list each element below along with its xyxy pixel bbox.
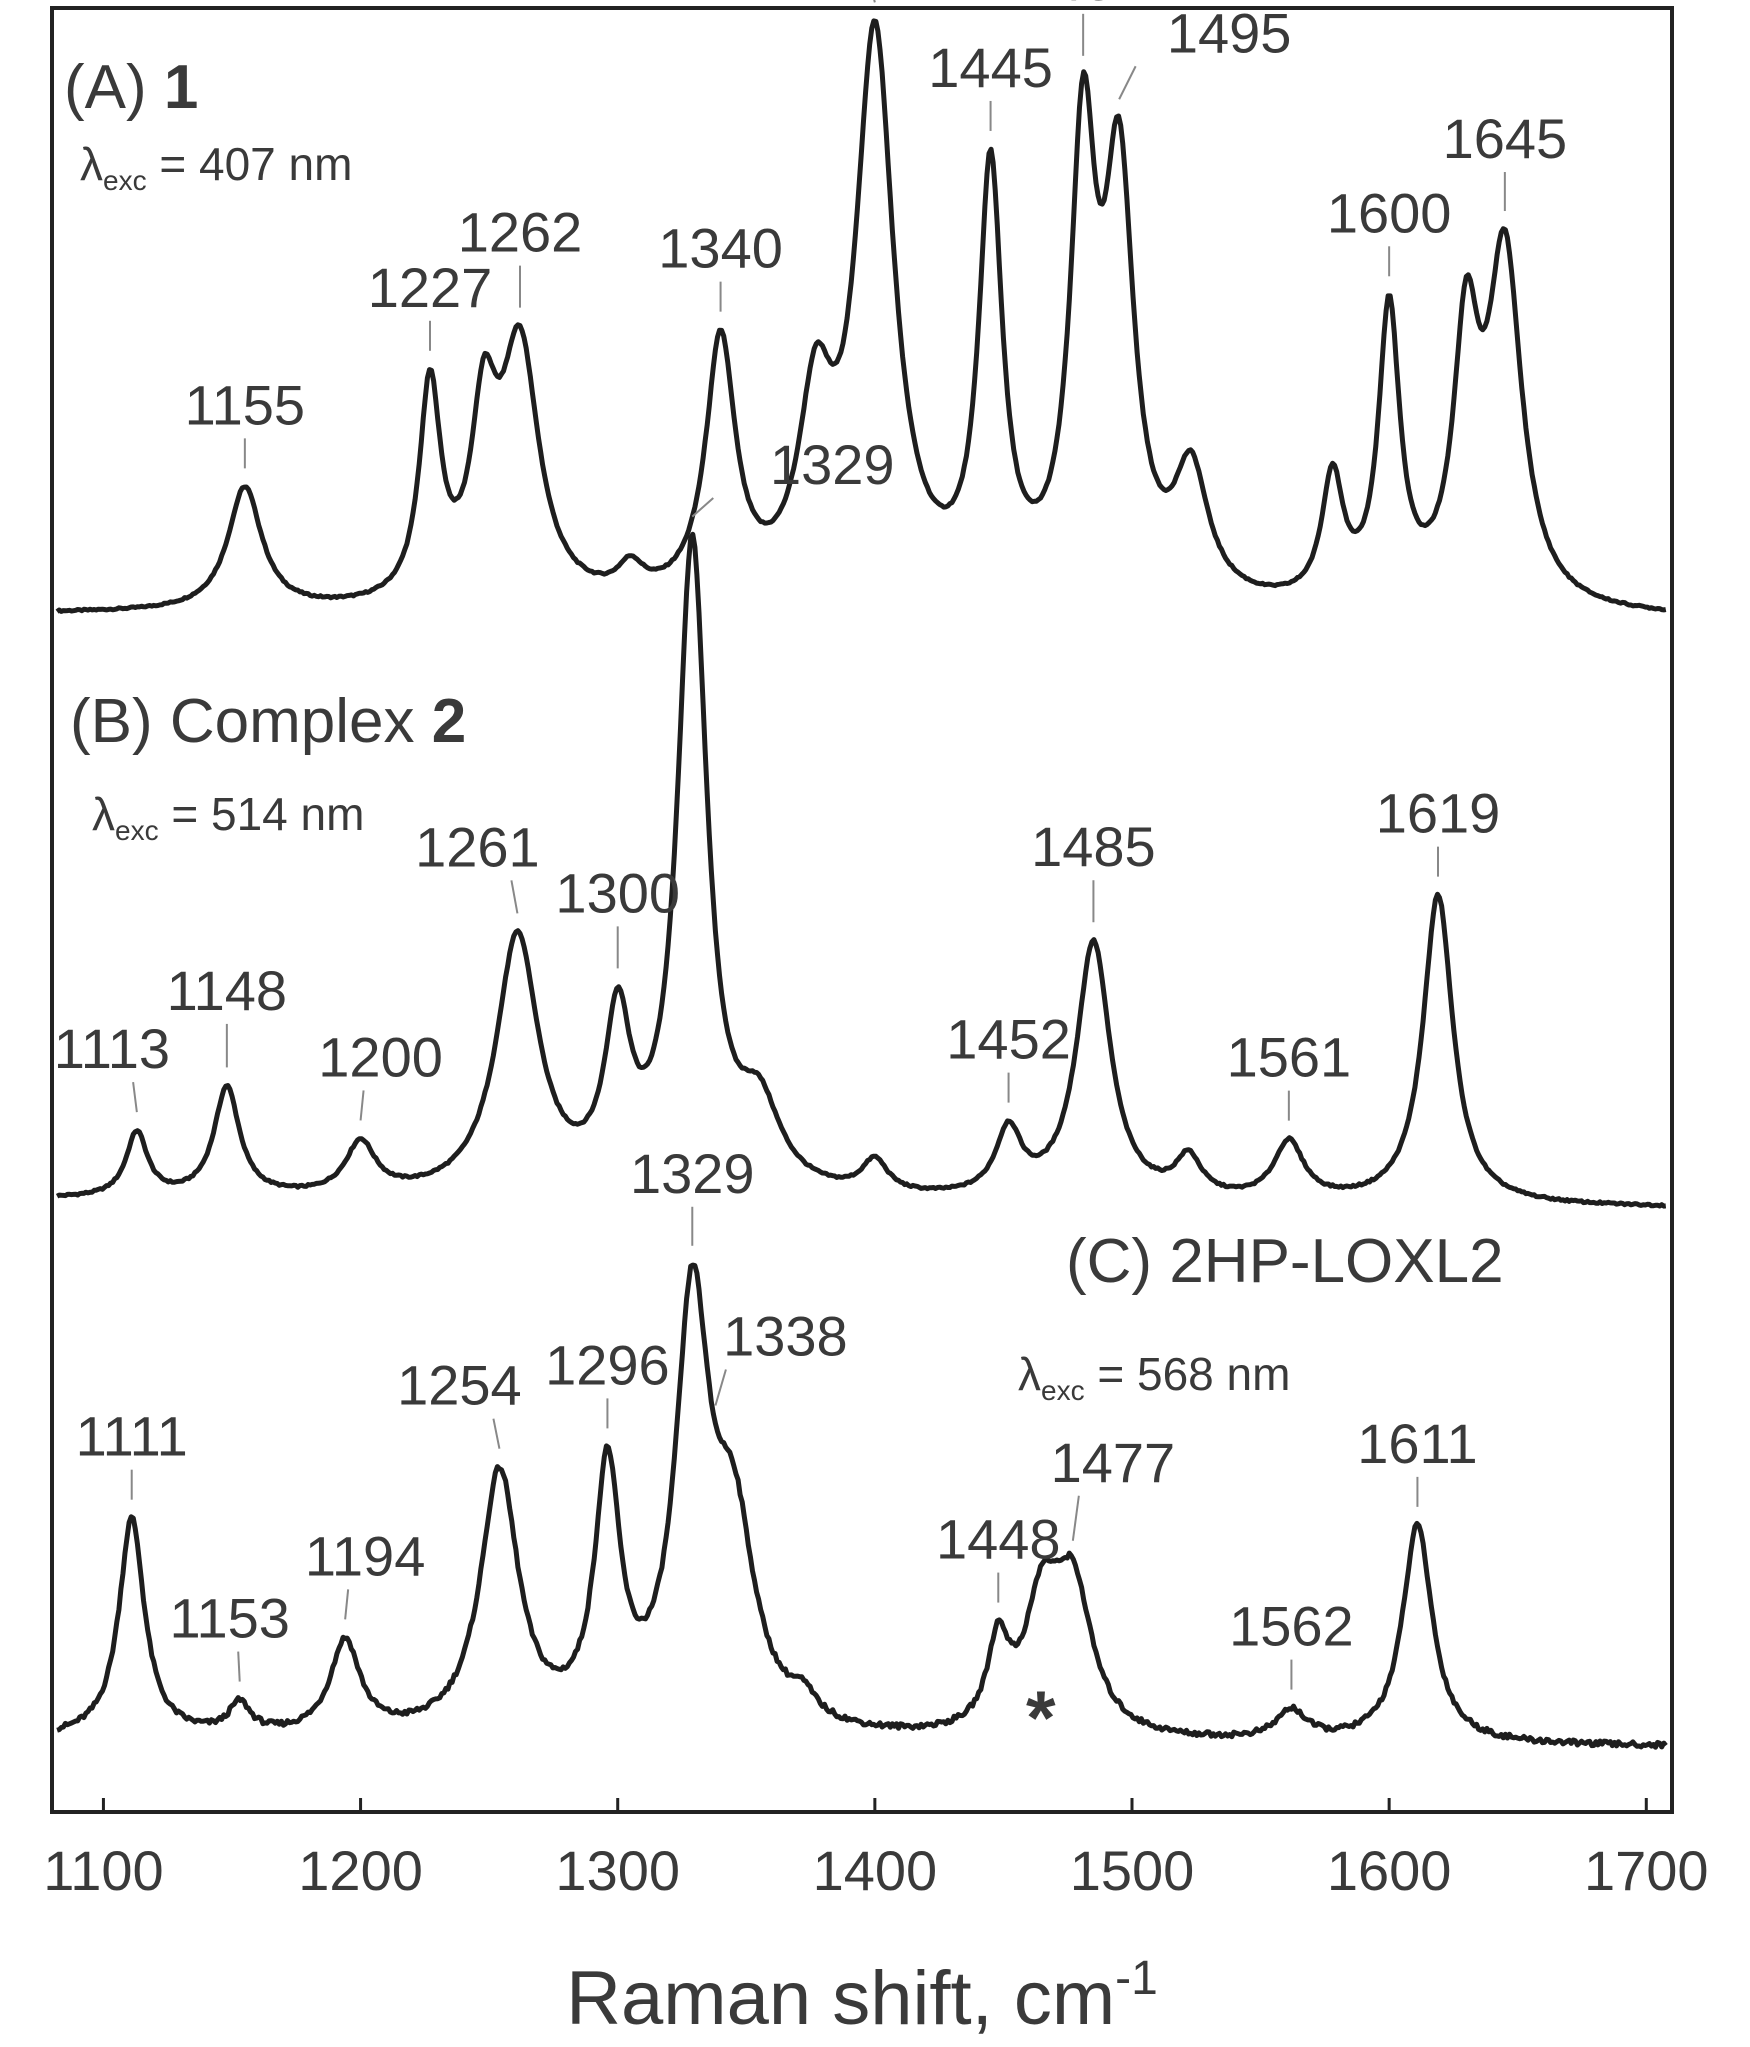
peak-label-1645: 1645 bbox=[1443, 107, 1568, 170]
x-axis-label: Raman shift, cm-1 bbox=[566, 1952, 1158, 2041]
leader-line-1495 bbox=[1118, 65, 1137, 100]
x-tick-label-1600: 1600 bbox=[1327, 1839, 1452, 1902]
leader-line-1400 bbox=[873, 0, 876, 3]
panel-b-excitation: λexc = 514 nm bbox=[92, 788, 364, 846]
peak-label-1254: 1254 bbox=[397, 1354, 522, 1417]
peak-label-1562: 1562 bbox=[1229, 1595, 1354, 1658]
leader-line-1113 bbox=[132, 1082, 138, 1113]
leader-line-1477 bbox=[1071, 1495, 1080, 1541]
asterisk-annotation: * bbox=[1026, 1676, 1056, 1761]
peak-label-1261: 1261 bbox=[415, 815, 540, 878]
panel-b-title: (B) Complex 2 bbox=[70, 687, 466, 756]
leader-line-1194 bbox=[344, 1589, 350, 1620]
peak-label-1561: 1561 bbox=[1227, 1026, 1352, 1089]
spectrum-line-a bbox=[55, 18, 1667, 614]
peak-label-1477: 1477 bbox=[1051, 1431, 1176, 1494]
x-tick-label-1700: 1700 bbox=[1584, 1839, 1709, 1902]
x-tick-label-1100: 1100 bbox=[43, 1839, 163, 1902]
peak-label-1448: 1448 bbox=[936, 1508, 1061, 1571]
spectrum-line-b bbox=[55, 531, 1667, 1209]
leader-line-1261 bbox=[510, 880, 519, 914]
peak-label-1340: 1340 bbox=[658, 217, 783, 280]
leader-line-1200 bbox=[359, 1090, 365, 1121]
peak-labels: 1155122712621340140014451481149516001645… bbox=[54, 0, 1567, 1658]
peak-leader-lines bbox=[130, 0, 1506, 1690]
peak-label-1148: 1148 bbox=[167, 959, 287, 1022]
peak-label-1113: 1113 bbox=[54, 1017, 170, 1080]
panel-c-excitation: λexc = 568 nm bbox=[1018, 1348, 1290, 1406]
leader-line-1329 bbox=[691, 497, 714, 518]
x-tick-label-1500: 1500 bbox=[1070, 1839, 1195, 1902]
leader-line-1254 bbox=[492, 1418, 501, 1449]
x-axis-ticks: 1100 1200 1300 1400 1500 1600 1700 bbox=[43, 1798, 1709, 1902]
panel-a-title: (A) 1 bbox=[64, 53, 198, 122]
peak-label-1194: 1194 bbox=[305, 1524, 425, 1587]
peak-label-1200: 1200 bbox=[318, 1025, 443, 1088]
peak-label-1262: 1262 bbox=[458, 201, 583, 264]
peak-label-1452: 1452 bbox=[946, 1008, 1071, 1071]
spectra-traces bbox=[55, 18, 1668, 1750]
peak-label-1600: 1600 bbox=[1327, 181, 1452, 244]
leader-line-1153 bbox=[237, 1651, 241, 1682]
peak-label-1485: 1485 bbox=[1031, 815, 1156, 878]
peak-label-1445: 1445 bbox=[928, 36, 1053, 99]
peak-label-1619: 1619 bbox=[1376, 782, 1501, 845]
x-tick-label-1200: 1200 bbox=[298, 1839, 423, 1902]
x-tick-label-1400: 1400 bbox=[813, 1839, 938, 1902]
x-tick-label-1300: 1300 bbox=[555, 1839, 680, 1902]
peak-label-1296: 1296 bbox=[545, 1333, 670, 1396]
leader-line-1338 bbox=[714, 1369, 727, 1406]
peak-label-1111: 1111 bbox=[76, 1405, 188, 1468]
peak-label-1495: 1495 bbox=[1167, 1, 1292, 64]
peak-label-1329: 1329 bbox=[770, 433, 895, 496]
panel-c-title: (C) 2HP-LOXL2 bbox=[1066, 1227, 1504, 1296]
peak-label-1300: 1300 bbox=[555, 861, 680, 924]
peak-label-1155: 1155 bbox=[185, 373, 305, 436]
peak-label-1227: 1227 bbox=[368, 256, 493, 319]
plot-frame bbox=[50, 6, 1674, 1814]
peak-label-1338: 1338 bbox=[723, 1304, 848, 1367]
peak-label-1153: 1153 bbox=[170, 1587, 290, 1650]
peak-label-1329: 1329 bbox=[630, 1142, 755, 1205]
panel-a-excitation: λexc = 407 nm bbox=[80, 138, 352, 196]
spectrum-line-c bbox=[56, 1262, 1668, 1750]
peak-label-1611: 1611 bbox=[1357, 1412, 1477, 1475]
